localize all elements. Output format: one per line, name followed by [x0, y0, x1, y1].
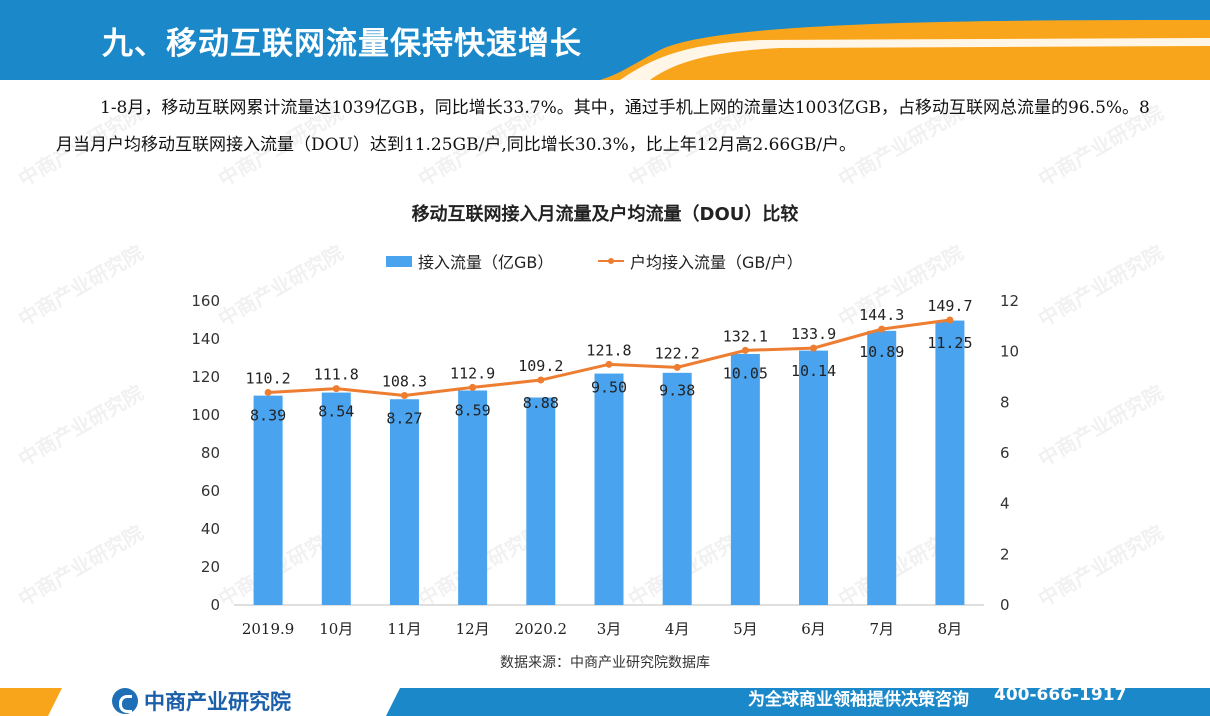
legend-label-bar: 接入流量（亿GB） — [418, 253, 554, 272]
bar — [867, 330, 897, 605]
y-left-tick-label: 120 — [191, 368, 220, 386]
legend-item-bar: 接入流量（亿GB） — [386, 249, 553, 273]
y-left-tick-label: 80 — [201, 444, 220, 462]
bar — [935, 320, 965, 605]
bar — [526, 397, 556, 605]
legend-bar-swatch — [386, 255, 412, 267]
y-right-tick-label: 6 — [1000, 444, 1010, 462]
bar-value-label: 144.3 — [859, 306, 904, 324]
bar-value-label: 132.1 — [723, 327, 768, 345]
bar-value-label: 122.2 — [655, 344, 700, 362]
y-right-tick-label: 8 — [1000, 393, 1010, 411]
bar-value-label: 149.7 — [927, 297, 972, 315]
x-tick-label: 2020.2 — [515, 620, 568, 638]
x-tick-label: 8月 — [938, 620, 963, 638]
bar-value-label: 121.8 — [586, 341, 631, 359]
header-background — [0, 0, 1210, 80]
line-value-label: 8.59 — [455, 401, 491, 419]
chart-title: 移动互联网接入月流量及户均流量（DOU）比较 — [411, 204, 799, 225]
line-value-label: 10.14 — [791, 362, 836, 380]
dou-point — [741, 346, 749, 354]
dou-point — [400, 391, 408, 399]
logo-icon — [112, 688, 138, 714]
footer-banner — [0, 678, 1210, 716]
y-right-tick-label: 0 — [1000, 596, 1010, 614]
bar — [730, 354, 760, 605]
footer-background — [0, 688, 1210, 716]
x-tick-label: 11月 — [387, 620, 421, 638]
dou-point — [537, 376, 545, 384]
footer-logo-text: 中商产业研究院 — [144, 690, 291, 714]
y-left-tick-label: 100 — [191, 406, 220, 424]
x-tick-label: 6月 — [801, 620, 826, 638]
bar — [389, 399, 419, 605]
dou-point — [810, 344, 818, 352]
bar — [253, 395, 283, 605]
y-left-tick-label: 160 — [191, 292, 220, 310]
line-value-label: 8.39 — [250, 406, 286, 424]
bar — [799, 350, 829, 605]
dou-point — [605, 360, 613, 368]
legend-label-line: 户均接入流量（GB/户） — [630, 253, 803, 272]
line-value-label: 9.50 — [591, 378, 627, 396]
dou-point — [469, 383, 477, 391]
footer-logo: 中商产业研究院 — [112, 686, 291, 716]
line-value-label: 9.38 — [659, 381, 695, 399]
footer-slogan: 为全球商业领袖提供决策咨询 — [748, 690, 969, 710]
x-tick-label: 7月 — [869, 620, 894, 638]
line-value-label: 10.89 — [859, 343, 904, 361]
line-value-label: 8.27 — [386, 409, 422, 427]
chart-legend: 接入流量（亿GB） 户均接入流量（GB/户） — [0, 249, 1210, 273]
bar-value-label: 110.2 — [246, 369, 291, 387]
bar — [458, 390, 488, 605]
dou-point — [673, 363, 681, 371]
bar-value-label: 111.8 — [314, 366, 359, 384]
y-right-tick-label: 12 — [1000, 292, 1019, 310]
bar — [594, 373, 624, 605]
dou-point — [264, 388, 272, 396]
legend-line-swatch — [598, 255, 624, 267]
bar-value-label: 133.9 — [791, 325, 836, 343]
line-value-label: 8.54 — [318, 403, 354, 421]
dou-point — [946, 316, 954, 324]
dou-point — [332, 385, 340, 393]
bar-value-label: 112.9 — [450, 364, 495, 382]
y-left-tick-label: 140 — [191, 330, 220, 348]
bar-value-label: 108.3 — [382, 372, 427, 390]
x-tick-label: 2019.9 — [242, 620, 295, 638]
data-source: 数据来源：中商产业研究院数据库 — [500, 655, 710, 671]
line-value-label: 10.05 — [723, 364, 768, 382]
summary-paragraph: 1-8月，移动互联网累计流量达1039亿GB，同比增长33.7%。其中，通过手机… — [56, 98, 1150, 155]
legend-item-line: 户均接入流量（GB/户） — [598, 249, 803, 273]
x-tick-label: 4月 — [665, 620, 690, 638]
bar-value-label: 109.2 — [518, 357, 563, 375]
x-tick-label: 3月 — [597, 620, 622, 638]
header-banner: 九、移动互联网流量保持快速增长 — [0, 0, 1210, 80]
footer-phone: 400-666-1917 — [994, 685, 1127, 705]
dou-point — [878, 325, 886, 333]
line-value-label: 11.25 — [927, 334, 972, 352]
y-left-tick-label: 40 — [201, 520, 220, 538]
x-tick-label: 10月 — [319, 620, 353, 638]
line-value-label: 8.88 — [523, 394, 559, 412]
y-right-tick-label: 4 — [1000, 495, 1010, 513]
y-right-tick-label: 2 — [1000, 545, 1010, 563]
y-left-tick-label: 60 — [201, 482, 220, 500]
y-left-tick-label: 0 — [210, 596, 220, 614]
x-tick-label: 12月 — [456, 620, 490, 638]
bar — [662, 372, 692, 605]
y-right-tick-label: 10 — [1000, 343, 1019, 361]
bar — [321, 392, 351, 605]
y-left-tick-label: 20 — [201, 558, 220, 576]
x-tick-label: 5月 — [733, 620, 758, 638]
page-title: 九、移动互联网流量保持快速增长 — [102, 26, 582, 62]
